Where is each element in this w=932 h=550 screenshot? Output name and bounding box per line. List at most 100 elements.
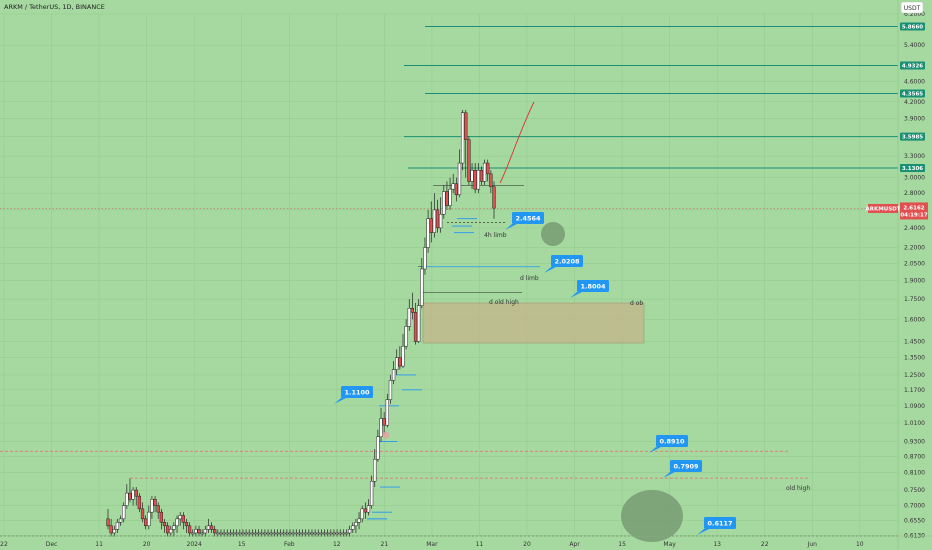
y-tick-label: 1.4500 xyxy=(904,338,925,345)
candle-body xyxy=(191,532,195,535)
candle-body xyxy=(150,499,154,513)
candle xyxy=(197,525,201,537)
callout-pointer xyxy=(334,398,346,404)
candle xyxy=(244,529,248,537)
candle xyxy=(316,529,320,537)
candle xyxy=(140,502,145,523)
candle xyxy=(423,237,427,275)
candle-body xyxy=(363,508,367,513)
candle-body xyxy=(316,532,320,535)
candle xyxy=(410,292,415,320)
candle xyxy=(137,493,142,513)
callout-pointer xyxy=(544,267,556,273)
y-tick-label: 1.0100 xyxy=(904,420,925,427)
x-tick-label: 22 xyxy=(761,541,769,548)
candle-body xyxy=(454,183,458,196)
candle-body xyxy=(429,218,433,233)
candle-body xyxy=(272,532,276,535)
price-callout[interactable]: 1.1100 xyxy=(334,386,373,404)
candle-body xyxy=(122,505,126,520)
x-tick-label: Jun xyxy=(807,541,818,548)
level-label-bg xyxy=(900,22,925,31)
currency-badge[interactable]: USDT xyxy=(900,1,924,14)
candle-body xyxy=(307,532,311,535)
callout-pointer xyxy=(697,529,709,535)
callout-box xyxy=(656,435,688,447)
y-tick-label: 3.0000 xyxy=(904,175,925,182)
candle xyxy=(213,525,217,537)
x-tick-label: Dec xyxy=(46,541,58,548)
marker-circle[interactable] xyxy=(541,222,565,246)
price-callout[interactable]: 2.4564 xyxy=(505,212,544,230)
y-tick-label: 0.7500 xyxy=(904,487,925,494)
candle-body xyxy=(209,525,214,530)
currency-label: USDT xyxy=(904,5,921,12)
candle xyxy=(304,529,308,537)
callout-pointer xyxy=(570,292,582,298)
candle-body xyxy=(241,532,245,535)
price-value: 2.6162 xyxy=(903,205,924,211)
candle-body xyxy=(291,532,295,535)
candle-body xyxy=(200,532,204,535)
candle-body xyxy=(338,532,342,535)
candle-body xyxy=(282,532,286,535)
candle-body xyxy=(294,532,298,535)
candle-body xyxy=(297,532,302,535)
candle-body xyxy=(476,169,480,190)
candle xyxy=(326,529,330,537)
candle xyxy=(247,529,251,537)
candle xyxy=(294,529,298,537)
y-tick-label: 2.2000 xyxy=(904,245,925,252)
candle-body xyxy=(263,532,267,535)
candle xyxy=(432,193,437,238)
y-tick-label: 4.2000 xyxy=(904,99,925,106)
candle-body xyxy=(332,532,336,535)
callout-box xyxy=(512,212,544,224)
y-axis[interactable]: 6.20005.40004.60004.20003.90003.60003.30… xyxy=(866,0,928,550)
callout-label: 1.8004 xyxy=(580,283,606,291)
price-symbol-bg xyxy=(868,203,898,213)
candle-body xyxy=(435,209,440,229)
candle xyxy=(363,502,367,519)
candle-body xyxy=(413,312,418,342)
candle xyxy=(413,302,418,345)
candle-body xyxy=(410,308,415,313)
candle xyxy=(492,181,496,219)
y-tick-label: 1.0900 xyxy=(904,403,925,410)
candle xyxy=(482,159,487,186)
candle xyxy=(269,529,273,537)
candle xyxy=(260,529,264,537)
price-callout[interactable]: 0.6117 xyxy=(697,517,736,535)
candle-body xyxy=(442,191,446,215)
x-tick-label: 22 xyxy=(0,541,8,548)
candle xyxy=(178,512,182,526)
candle xyxy=(338,529,342,537)
candle-body xyxy=(376,436,380,460)
x-tick-label: 12 xyxy=(333,541,341,548)
price-timer: 04:19:17 xyxy=(900,212,928,218)
candle xyxy=(169,525,173,537)
candle xyxy=(379,407,383,442)
x-axis[interactable]: 22 Dec 11 20 2024 15 Feb 12 21 Mar 11 20 Apr 15 May 13 2… xyxy=(0,535,932,548)
candle-body xyxy=(225,532,229,535)
candle-body xyxy=(373,458,377,482)
price-callout[interactable]: 0.7909 xyxy=(663,460,702,478)
price-callout[interactable]: 2.0208 xyxy=(544,255,583,273)
price-callout[interactable]: 0.8910 xyxy=(649,435,688,453)
price-callout[interactable]: 1.8004 xyxy=(570,280,609,298)
candle-body xyxy=(244,532,248,535)
candle xyxy=(106,508,110,530)
y-tick-label: 1.9000 xyxy=(904,278,925,285)
level-label: 3.1306 xyxy=(902,166,923,172)
candle xyxy=(401,333,405,368)
candle-body xyxy=(395,357,399,370)
candle xyxy=(489,170,493,194)
candle-body xyxy=(382,418,386,426)
candle xyxy=(439,197,443,233)
callout-box xyxy=(577,280,609,292)
candle-body xyxy=(398,357,402,367)
candle-body xyxy=(354,522,358,527)
candle-body xyxy=(439,213,443,229)
